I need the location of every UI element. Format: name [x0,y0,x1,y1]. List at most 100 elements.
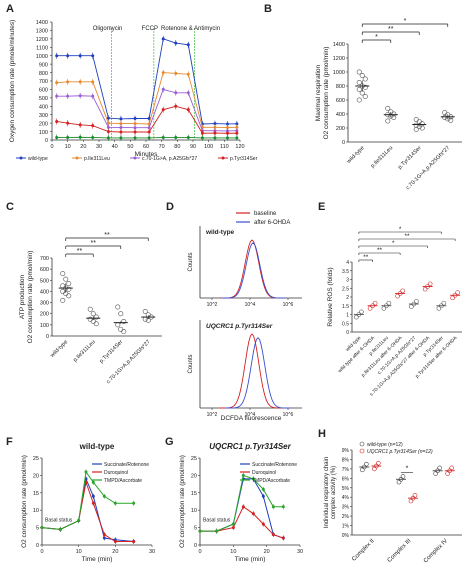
c-data-point [121,319,127,325]
h-legend-label: wild-type (n=12) [367,442,403,448]
g-data-point [251,477,255,481]
e-data-point [400,288,405,294]
h-category-label: Complex III [387,538,413,564]
c-data-point [90,319,96,325]
a-data-point [174,91,178,95]
f-x-tick-label: 30 [149,549,155,555]
panel-letter-b: B [264,3,272,15]
a-data-point [147,126,151,130]
b-category-label: wild-type [345,145,365,165]
g-x-tick-label: 20 [264,549,270,555]
d-histogram-after [225,336,291,409]
e-y-tick-label: 4 [346,260,349,266]
a-data-point [91,80,95,84]
e-data-point [455,290,460,295]
a-data-point [55,119,59,123]
c-data-point [66,293,72,299]
g-y-tick-label: 0 [194,543,197,549]
d-legend-label: after 6-OHDA [254,220,290,226]
h-data-point [445,471,450,476]
a-legend-marker [19,156,23,160]
a-data-point [106,130,110,134]
b-data-point [385,105,391,111]
a-data-point [133,122,137,126]
a-data-point [55,94,59,98]
panel-letter-h: H [318,428,326,440]
h-data-point [412,493,418,498]
e-y-tick-label: 3.5 [342,269,349,275]
c-significance-mark: ** [104,232,110,239]
f-legend-label: TMPD/Ascorbate [104,478,142,484]
a-data-point [161,108,165,112]
h-legend-marker [359,448,365,454]
d-x-tick-label: 10^2 [207,412,218,418]
g-data-point [231,526,235,530]
d-x-label: DCFDA fluorescence [221,415,282,422]
a-data-point [161,37,165,41]
f-data-point [113,501,117,505]
e-significance-mark: ** [363,254,369,261]
g-data-point [241,473,245,477]
a-y-tick-label: 700 [39,79,48,85]
a-data-point [133,126,137,130]
f-y-tick-label: 25 [33,456,39,462]
a-data-point [213,131,217,135]
c-data-point [63,276,69,282]
c-data-point [66,281,72,287]
a-annotation: FCCP [142,26,158,32]
a-data-point [186,72,190,76]
c-data-point [87,306,93,312]
a-data-point [147,136,151,140]
f-data-point [91,494,95,498]
g-x-tick-label: 0 [198,549,201,555]
d-y-label: Counts [188,354,194,373]
a-data-point [225,136,229,140]
e-y-tick-label: 1.5 [342,304,349,310]
d-subpanel-title: wild-type [205,229,235,236]
c-category-label: wild-type [49,339,69,359]
a-x-tick-label: 20 [80,144,86,150]
c-y-label: O2 consumption rate (pmol/min) [27,251,34,344]
b-data-point [419,125,425,131]
e-significance-mark: * [392,240,395,247]
a-y-tick-label: 1100 [36,45,48,51]
g-series-line [200,478,284,539]
a-x-tick-label: 30 [96,144,102,150]
a-y-tick-label: 1300 [36,29,48,35]
a-y-tick-label: 1400 [36,20,48,26]
a-data-point [91,54,95,58]
f-legend-label: Duroquinol [104,470,128,476]
h-legend-marker [359,441,365,447]
b-significance-mark: * [375,34,378,41]
a-legend-label: p.Ile311Leu [84,156,110,162]
a-data-point [235,125,239,129]
a-data-point [66,54,70,58]
c-data-point [60,297,66,303]
a-x-tick-label: 110 [220,144,229,150]
a-x-tick-label: 40 [112,144,118,150]
b-y-label: O2 consumption rate (pmol/min) [323,47,330,140]
h-data-point [408,498,414,504]
b-data-point [356,69,362,75]
b-data-point [362,76,368,82]
a-data-point [200,136,204,140]
a-data-point [213,125,217,129]
g-title: UQCRC1 p.Tyr314Ser [209,442,291,451]
g-legend-label: Duroquinol [252,470,276,476]
h-y-tick-label: 5% [342,486,350,492]
a-series-line [56,136,237,139]
g-data-point [251,512,255,516]
c-y-label: ATP production [19,275,26,320]
e-significance-mark: ** [404,233,410,240]
g-y-tick-label: 5 [194,526,197,532]
panel-letter-g: G [165,436,174,448]
h-y-tick-label: 0% [342,533,350,539]
c-significance-mark: ** [77,248,83,255]
g-data-point [261,494,265,498]
b-data-point [385,118,391,124]
c-data-point [60,283,66,289]
a-x-tick-label: 70 [159,144,165,150]
d-x-tick-label: 10^2 [207,302,218,308]
b-data-point [391,115,397,121]
f-y-tick-label: 5 [36,526,39,532]
